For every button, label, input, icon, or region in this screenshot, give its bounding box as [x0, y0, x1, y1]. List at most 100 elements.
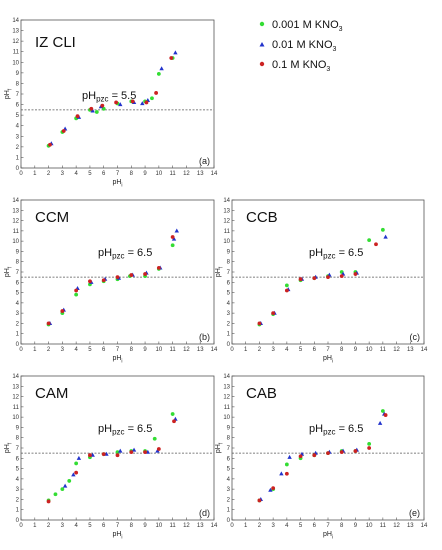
data-point: [284, 288, 289, 293]
y-tick-label: 4: [227, 477, 231, 483]
x-tick-label: 12: [183, 347, 190, 353]
y-tick-label: 14: [12, 18, 19, 24]
y-tick-label: 2: [227, 321, 231, 327]
x-tick-label: 6: [313, 347, 317, 353]
x-tick-label: 11: [380, 523, 387, 529]
y-tick-label: 5: [16, 467, 20, 473]
y-tick-label: 0: [227, 342, 231, 348]
data-point: [284, 462, 289, 467]
data-point: [287, 454, 292, 459]
x-tick-label: 3: [61, 523, 65, 529]
x-tick-label: 5: [88, 171, 92, 177]
x-tick-label: 10: [156, 347, 163, 353]
data-point: [115, 453, 120, 458]
y-tick-label: 13: [223, 208, 230, 214]
y-tick-label: 4: [16, 477, 20, 483]
x-tick-label: 4: [285, 347, 289, 353]
panel-letter: (a): [199, 156, 210, 166]
data-point: [143, 272, 147, 276]
data-point: [383, 234, 388, 239]
y-tick-label: 0: [16, 342, 20, 348]
x-tick-label: 4: [74, 171, 78, 177]
legend-entry-0001: 0.001 M KNO3: [259, 19, 343, 33]
y-tick-label: 5: [227, 467, 231, 473]
y-tick-label: 1: [16, 332, 20, 338]
x-tick-label: 5: [88, 347, 92, 353]
y-tick-label: 8: [227, 260, 231, 266]
x-tick-label: 6: [313, 523, 317, 529]
x-tick-label: 9: [143, 171, 147, 177]
y-tick-label: 7: [227, 270, 231, 276]
x-tick-label: 8: [130, 171, 134, 177]
y-tick-label: 1: [16, 155, 20, 161]
y-tick-label: 13: [12, 384, 19, 390]
data-point: [129, 273, 134, 277]
x-tick-label: 14: [211, 347, 218, 353]
x-tick-label: 9: [354, 347, 358, 353]
y-tick-label: 1: [16, 508, 20, 514]
data-point: [257, 498, 262, 503]
x-tick-label: 14: [211, 523, 218, 529]
data-point: [377, 420, 383, 425]
y-tick-label: 5: [227, 291, 231, 297]
data-point: [100, 103, 105, 108]
y-tick-label: 3: [227, 487, 231, 493]
x-tick-label: 8: [130, 347, 134, 353]
y-tick-label: 9: [16, 249, 20, 255]
data-point: [353, 449, 358, 453]
x-tick-label: 7: [326, 523, 330, 529]
data-point: [74, 288, 79, 293]
y-axis-label: pHf: [215, 442, 225, 453]
y-tick-label: 14: [12, 374, 19, 380]
x-tick-label: 3: [61, 347, 65, 353]
panel-title: CCM: [35, 209, 69, 226]
x-tick-label: 12: [183, 523, 190, 529]
x-tick-label: 6: [102, 347, 106, 353]
x-tick-label: 8: [340, 347, 344, 353]
x-tick-label: 0: [230, 523, 234, 529]
data-point: [298, 277, 303, 282]
y-tick-label: 6: [16, 280, 20, 286]
y-tick-label: 13: [223, 384, 230, 390]
y-tick-label: 10: [223, 239, 230, 245]
y-tick-label: 5: [16, 291, 20, 297]
legend-label-001: 0.01 M KNO3: [272, 39, 337, 53]
data-point: [74, 470, 79, 475]
data-point: [130, 99, 135, 104]
data-point: [67, 479, 72, 483]
panel-title: CAB: [246, 385, 277, 402]
x-tick-label: 1: [244, 347, 248, 353]
x-tick-label: 2: [47, 171, 51, 177]
x-tick-label: 5: [299, 347, 303, 353]
y-axis-label: pHf: [4, 442, 14, 453]
data-point: [62, 483, 68, 488]
x-tick-label: 8: [130, 523, 134, 529]
data-point: [48, 142, 52, 147]
legend-marker-0001: [259, 21, 265, 27]
x-tick-label: 2: [258, 523, 262, 529]
y-axis-label: pHf: [4, 266, 14, 277]
panels: 0 1 2 3 4 5 6 7 8 9 10 11 12 13 1401234567891011121314…: [4, 18, 428, 541]
y-tick-label: 11: [224, 405, 231, 411]
data-point: [339, 450, 344, 455]
data-point: [90, 108, 95, 113]
x-tick-label: 3: [271, 523, 275, 529]
legend-label-0001: 0.001 M KNO3: [272, 19, 343, 33]
x-tick-label: 12: [393, 523, 400, 529]
x-axis-label: pHi: [323, 531, 333, 541]
data-point: [140, 101, 145, 106]
x-tick-label: 2: [47, 523, 51, 529]
data-point: [374, 242, 378, 247]
x-axis-label: pHi: [112, 179, 122, 189]
data-point: [367, 446, 372, 450]
legend-marker-001: [259, 42, 265, 47]
x-tick-label: 3: [61, 171, 65, 177]
data-point: [156, 447, 161, 451]
data-point: [46, 499, 51, 504]
x-tick-label: 9: [143, 523, 147, 529]
x-tick-label: 2: [258, 347, 262, 353]
x-tick-label: 4: [74, 523, 78, 529]
y-tick-label: 13: [12, 29, 19, 35]
x-axis-label: pHi: [112, 531, 122, 541]
